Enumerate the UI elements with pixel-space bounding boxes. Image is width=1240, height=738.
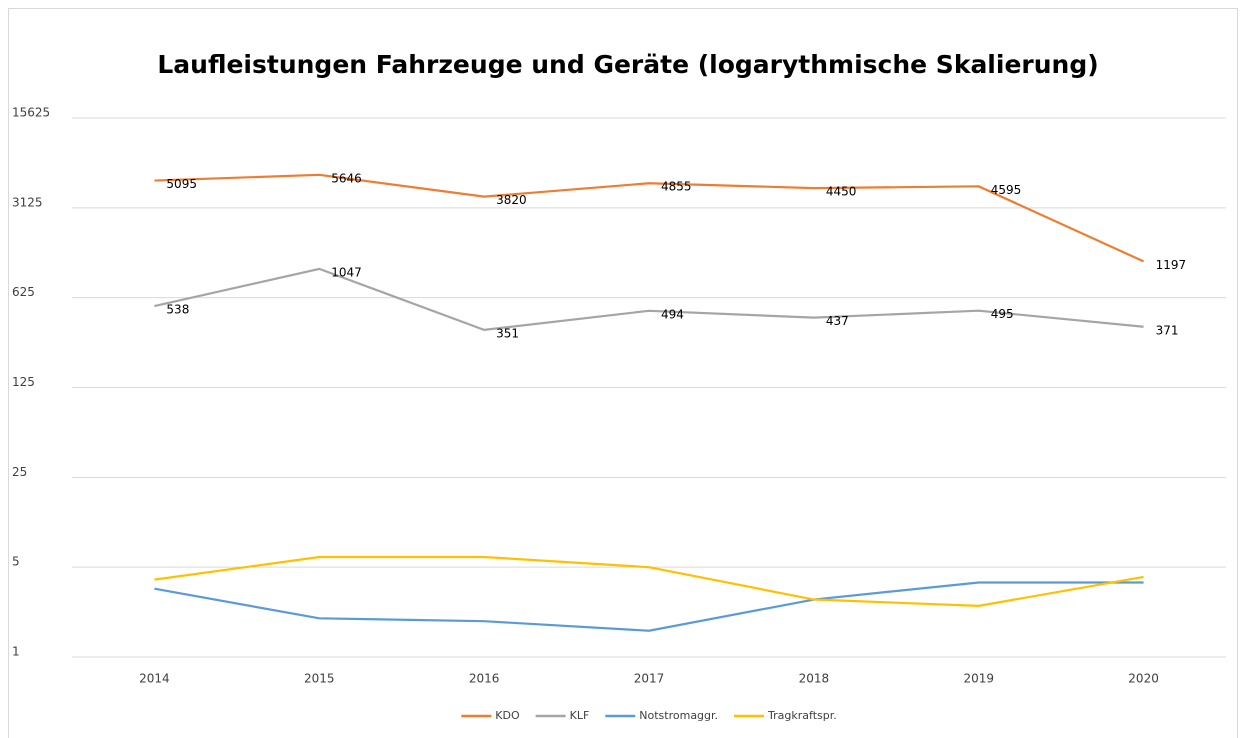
y-tick-label: 25: [12, 465, 27, 479]
data-label: 437: [826, 314, 849, 328]
data-label: 4855: [661, 180, 692, 194]
data-label: 5095: [166, 177, 197, 191]
legend-label: Notstromaggr.: [639, 709, 718, 722]
data-label: 4595: [991, 183, 1022, 197]
series-line: [154, 555, 1144, 607]
data-label: 5646: [331, 171, 362, 185]
x-tick-label: 2019: [963, 672, 994, 686]
data-label: 494: [661, 307, 684, 321]
legend-label: KDO: [495, 709, 520, 722]
x-tick-label: 2017: [634, 672, 665, 686]
data-label: 495: [991, 307, 1014, 321]
data-label: 1047: [331, 265, 362, 279]
data-label: 538: [166, 303, 189, 317]
x-tick-label: 2018: [799, 672, 830, 686]
data-label: 1197: [1156, 258, 1187, 272]
y-tick-label: 625: [12, 285, 35, 299]
data-label: 371: [1156, 323, 1179, 337]
legend-label: Tragkraftspr.: [767, 709, 837, 722]
data-label: 3820: [496, 193, 527, 207]
data-label: 351: [496, 326, 519, 340]
series-line: [154, 581, 1144, 632]
series-line: [154, 173, 1145, 263]
y-tick-label: 5: [12, 555, 20, 569]
y-tick-label: 3125: [12, 195, 43, 209]
x-tick-label: 2015: [304, 672, 335, 686]
legend: KDO KLF Notstromaggr. Tragkraftspr.: [461, 709, 837, 722]
series-line: [154, 267, 1144, 331]
y-tick-label: 125: [12, 375, 35, 389]
x-tick-label: 2016: [469, 672, 500, 686]
x-tick-label: 2014: [139, 672, 170, 686]
chart-title: Laufleistungen Fahrzeuge und Geräte (log…: [157, 50, 1098, 79]
chart-frame: [8, 8, 1238, 738]
y-tick-label: 15625: [12, 106, 50, 120]
x-tick-label: 2020: [1128, 672, 1159, 686]
legend-label: KLF: [570, 709, 590, 722]
y-tick-label: 1: [12, 645, 20, 659]
data-label: 4450: [826, 185, 857, 199]
